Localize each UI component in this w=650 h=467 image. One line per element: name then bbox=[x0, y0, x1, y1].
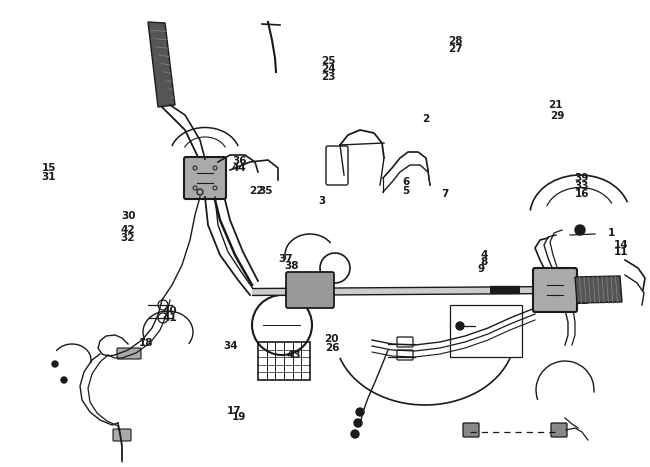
Text: 1: 1 bbox=[607, 228, 615, 239]
Text: 40: 40 bbox=[162, 306, 177, 317]
Text: 6: 6 bbox=[402, 177, 410, 187]
Text: 37: 37 bbox=[279, 254, 293, 264]
Text: 33: 33 bbox=[575, 181, 589, 191]
Text: 13: 13 bbox=[571, 281, 586, 291]
Circle shape bbox=[575, 225, 585, 235]
Text: 44: 44 bbox=[232, 163, 246, 173]
Text: 43: 43 bbox=[287, 350, 301, 360]
Text: 32: 32 bbox=[120, 233, 135, 243]
Text: 27: 27 bbox=[448, 44, 462, 54]
Text: 3: 3 bbox=[318, 196, 326, 206]
Text: 26: 26 bbox=[326, 343, 340, 353]
Text: 17: 17 bbox=[227, 406, 241, 416]
Text: 25: 25 bbox=[321, 56, 335, 66]
Circle shape bbox=[356, 408, 364, 416]
Text: 36: 36 bbox=[232, 156, 246, 166]
Text: 10: 10 bbox=[571, 287, 586, 297]
Text: 8: 8 bbox=[480, 256, 488, 267]
Text: 22: 22 bbox=[250, 186, 264, 197]
Text: 35: 35 bbox=[258, 186, 272, 197]
FancyBboxPatch shape bbox=[286, 272, 334, 308]
Text: 4: 4 bbox=[480, 249, 488, 260]
Text: 7: 7 bbox=[441, 189, 449, 199]
Text: 39: 39 bbox=[575, 173, 589, 184]
Text: 28: 28 bbox=[448, 36, 462, 46]
FancyBboxPatch shape bbox=[533, 268, 577, 312]
FancyBboxPatch shape bbox=[184, 157, 226, 199]
Text: 16: 16 bbox=[575, 189, 589, 199]
Text: 12: 12 bbox=[575, 296, 589, 306]
Text: 14: 14 bbox=[614, 240, 628, 250]
FancyBboxPatch shape bbox=[113, 429, 131, 441]
FancyBboxPatch shape bbox=[463, 423, 479, 437]
Text: 15: 15 bbox=[42, 163, 56, 173]
Text: 24: 24 bbox=[321, 64, 335, 74]
Text: 18: 18 bbox=[139, 338, 153, 348]
Text: 2: 2 bbox=[422, 114, 430, 124]
Text: 31: 31 bbox=[42, 171, 56, 182]
Text: 34: 34 bbox=[224, 340, 238, 351]
Bar bbox=[450, 305, 522, 357]
Text: 20: 20 bbox=[324, 333, 339, 344]
Polygon shape bbox=[575, 276, 622, 303]
Text: 23: 23 bbox=[321, 72, 335, 82]
Text: 11: 11 bbox=[614, 247, 628, 257]
Circle shape bbox=[61, 377, 67, 383]
Circle shape bbox=[354, 419, 362, 427]
Circle shape bbox=[52, 361, 58, 367]
Text: 41: 41 bbox=[162, 313, 177, 324]
Text: 38: 38 bbox=[284, 261, 298, 271]
FancyBboxPatch shape bbox=[117, 348, 141, 359]
Text: 9: 9 bbox=[478, 263, 484, 274]
FancyBboxPatch shape bbox=[551, 423, 567, 437]
Circle shape bbox=[351, 430, 359, 438]
Text: 19: 19 bbox=[232, 412, 246, 422]
Text: 42: 42 bbox=[120, 225, 135, 235]
Text: 29: 29 bbox=[550, 111, 564, 121]
Circle shape bbox=[456, 322, 464, 330]
Text: 5: 5 bbox=[402, 186, 410, 197]
Bar bbox=[258, 342, 310, 380]
Text: 30: 30 bbox=[122, 211, 136, 221]
Text: 21: 21 bbox=[549, 100, 563, 110]
Polygon shape bbox=[148, 22, 175, 107]
